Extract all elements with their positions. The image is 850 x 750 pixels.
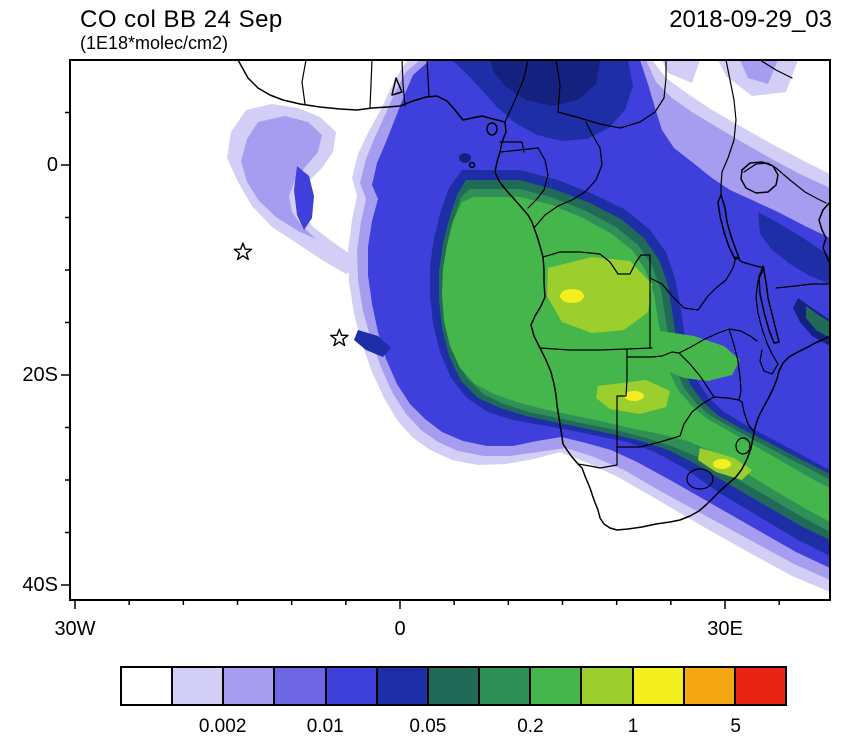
plot-frame — [69, 59, 831, 601]
plot-datetime: 2018-09-29_03 — [669, 6, 832, 33]
xtick-30E: 30E — [707, 618, 743, 640]
sao-tome-island — [468, 161, 476, 169]
colorbar-tick-label: 1 — [627, 716, 639, 737]
colorbar-tick-label: 0.2 — [517, 716, 544, 737]
colorbar-cell — [224, 668, 276, 704]
lake-malawi — [758, 265, 780, 344]
xtick-30W: 30W — [54, 618, 96, 640]
bioko-island — [486, 122, 498, 136]
colorbar-cell — [428, 668, 481, 704]
colorbar-cell — [173, 668, 225, 704]
colorbar-cell — [122, 668, 174, 704]
colorbar-cell — [633, 668, 685, 704]
star-marker — [330, 328, 349, 347]
lake-victoria — [740, 161, 779, 194]
colorbar-tick-label: 5 — [730, 716, 741, 737]
xtick-0: 0 — [394, 618, 406, 640]
ytick-20S: 20S — [22, 364, 58, 386]
ytick-40S: 40S — [22, 574, 58, 596]
ytick-0: 0 — [46, 154, 58, 176]
colorbar-cell — [582, 668, 634, 704]
plot-title: CO col BB 24 Sep — [80, 6, 283, 33]
colorbar-cell — [735, 668, 786, 704]
colorbar-cell — [531, 668, 583, 704]
coastline — [237, 59, 831, 531]
colorbar — [120, 666, 787, 706]
lesotho-border — [686, 468, 714, 490]
station-markers — [233, 242, 349, 347]
country-borders — [301, 59, 831, 490]
colorbar-cell — [275, 668, 327, 704]
colorbar-tick-label: 0.05 — [409, 716, 447, 737]
colorbar-cell — [326, 668, 378, 704]
colorbar-tick-label: 0.01 — [306, 716, 344, 737]
plot-units: (1E18*molec/cm2) — [80, 33, 229, 53]
lake-volta — [391, 77, 403, 96]
eswatini-border — [735, 437, 751, 455]
colorbar-cell — [684, 668, 736, 704]
colorbar-cell — [480, 668, 532, 704]
contour-layer-yellow — [560, 289, 731, 469]
star-marker — [233, 242, 253, 261]
contour-layer-green — [442, 197, 830, 522]
colorbar-cell — [377, 668, 429, 704]
colorbar-tick-label: 0.002 — [198, 716, 247, 737]
